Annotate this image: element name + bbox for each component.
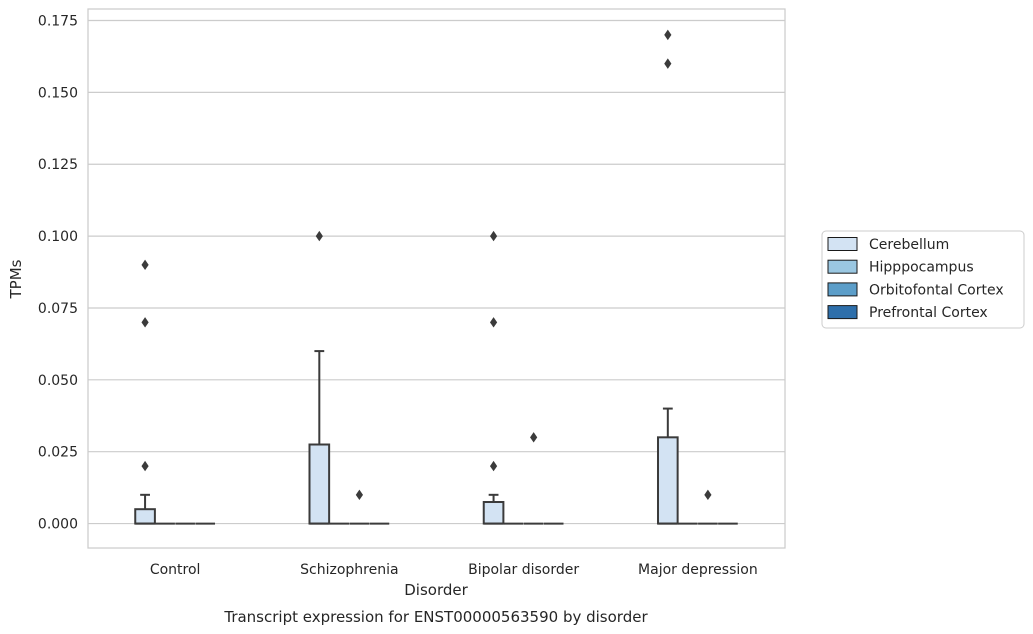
x-tick-label-major-depression: Major depression <box>638 562 758 578</box>
legend-box <box>821 230 1025 329</box>
y-tick-label: 0.175 <box>38 13 78 29</box>
legend-item-orbitofontal-cortex: Orbitofontal Cortex <box>827 282 1004 298</box>
y-tick-label: 0.025 <box>38 445 78 461</box>
y-tick-label: 0.150 <box>38 85 78 101</box>
legend-swatch <box>827 237 858 251</box>
outlier-point <box>355 489 363 501</box>
outlier-point <box>664 29 672 41</box>
legend-label: Prefrontal Cortex <box>869 305 988 321</box>
x-tick-label-bipolar-disorder: Bipolar disorder <box>468 562 579 578</box>
y-tick-label: 0.000 <box>38 517 78 533</box>
legend-item-cerebellum: Cerebellum <box>827 237 949 253</box>
box-major-depression-orbitofontal-cortex <box>698 489 718 525</box>
box-body <box>308 443 331 525</box>
y-axis-ticks: 0.000 0.025 0.050 0.075 0.100 0.125 0.150 0.175 <box>38 13 78 532</box>
box-body <box>482 501 505 525</box>
box-body <box>656 436 679 525</box>
outlier-point <box>489 460 498 472</box>
legend: Cerebellum Hipppocampus Orbitofontal Corte… <box>821 230 1025 329</box>
legend-label: Cerebellum <box>869 237 949 253</box>
y-tick-label: 0.075 <box>38 301 78 317</box>
outlier-point <box>141 460 149 472</box>
outlier-point <box>141 317 149 328</box>
box-major-depression-cerebellum <box>656 29 679 525</box>
outlier-point <box>530 432 538 443</box>
gridlines <box>88 19 785 525</box>
y-tick-label: 0.050 <box>38 373 78 389</box>
x-axis-label: Disorder <box>404 581 468 599</box>
outlier-point <box>489 230 498 242</box>
chart-caption: Transcript expression for ENST0000056359… <box>223 608 648 626</box>
box-body <box>134 508 156 525</box>
outlier-point <box>489 317 498 328</box>
x-tick-label-schizophrenia: Schizophrenia <box>300 562 398 578</box>
x-axis-ticks: Control Schizophrenia Bipolar disorder Majo… <box>150 562 758 578</box>
box-control-cerebellum <box>134 259 156 525</box>
y-tick-label: 0.125 <box>38 157 78 173</box>
plot-area-frame <box>87 8 786 549</box>
legend-swatch <box>827 305 858 320</box>
outlier-point <box>315 230 323 242</box>
outlier-point <box>664 58 672 69</box>
outlier-point <box>704 489 712 501</box>
legend-swatch <box>827 282 858 297</box>
box-bipolar-disorder-cerebellum <box>482 230 505 525</box>
legend-item-prefrontal-cortex: Prefrontal Cortex <box>827 305 988 321</box>
box-schizophrenia-cerebellum <box>308 230 331 525</box>
legend-label: Orbitofontal Cortex <box>869 282 1004 298</box>
y-axis-label: TPMs <box>7 259 25 299</box>
y-tick-label: 0.100 <box>38 229 78 245</box>
legend-swatch <box>827 259 858 274</box>
legend-label: Hipppocampus <box>869 260 974 276</box>
legend-item-hipppocampus: Hipppocampus <box>827 259 974 276</box>
box-bipolar-disorder-orbitofontal-cortex <box>523 432 544 525</box>
boxes <box>134 29 738 525</box>
box-schizophrenia-orbitofontal-cortex <box>349 489 370 525</box>
legend-items: Cerebellum Hipppocampus Orbitofontal Corte… <box>827 237 1004 321</box>
outlier-point <box>141 259 149 271</box>
x-tick-label-control: Control <box>150 562 201 578</box>
